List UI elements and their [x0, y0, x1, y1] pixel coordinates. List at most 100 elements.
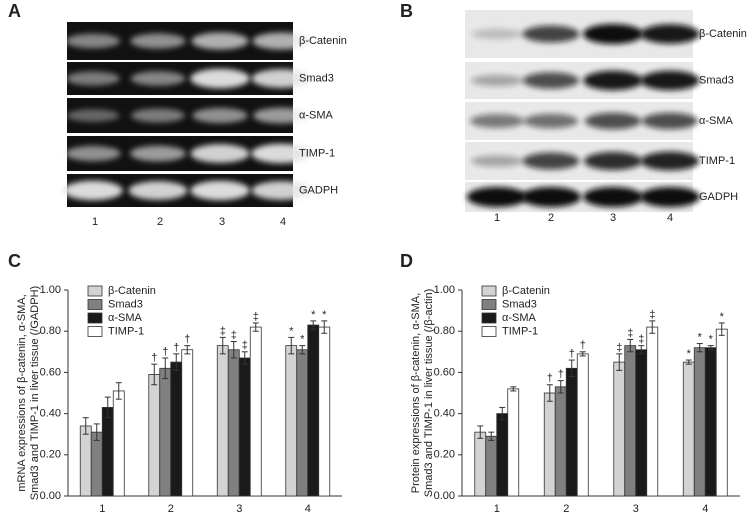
legend-swatch	[481, 285, 497, 297]
y-tick-label: 0.00	[434, 490, 455, 502]
legend-swatch	[481, 299, 497, 310]
error-bar	[288, 336, 295, 355]
panel-letter: B	[400, 1, 413, 21]
error-bar	[579, 351, 586, 357]
bar	[624, 345, 637, 497]
bar	[90, 431, 103, 497]
blot-band	[522, 25, 580, 43]
bar	[112, 390, 125, 497]
bar	[296, 349, 309, 497]
bar	[79, 425, 92, 497]
panel-letter: A	[8, 1, 21, 21]
y-tick-label: 0.00	[40, 490, 61, 502]
blot-band	[640, 151, 700, 171]
legend-label: Smad3	[502, 298, 537, 310]
lane-label: 3	[610, 212, 616, 224]
blot-band	[66, 109, 120, 122]
error-bar	[557, 380, 564, 394]
significance-marker: *	[300, 334, 305, 346]
significance-marker: †	[173, 342, 179, 354]
error-bar	[707, 345, 714, 351]
error-bar	[510, 386, 517, 392]
blot-band	[583, 151, 643, 171]
error-bar	[546, 384, 553, 402]
blot-band	[66, 71, 120, 86]
bar	[318, 326, 331, 497]
legend-label: β-Catenin	[502, 285, 550, 297]
blot-band	[251, 143, 311, 164]
bar	[635, 349, 648, 497]
legend-label: α-SMA	[502, 312, 537, 324]
significance-marker: †	[580, 340, 586, 352]
bar	[249, 326, 262, 497]
bar	[159, 367, 172, 497]
significance-marker: *	[698, 331, 703, 343]
blot-band	[130, 145, 186, 162]
y-axis-label-line: Smad3 and TIMP-1 in liver tissue (/β-act…	[423, 289, 435, 497]
bar	[496, 413, 509, 497]
blot-band	[467, 187, 527, 207]
y-axis-label-line: mRNA expressions of β-catenin, α-SMA,	[16, 294, 28, 491]
significance-marker: *	[687, 348, 692, 360]
legend-label: α-SMA	[108, 312, 143, 324]
significance-marker: ‡	[253, 311, 259, 323]
significance-marker: *	[720, 311, 725, 323]
error-bar	[477, 425, 484, 439]
blot-band	[190, 144, 250, 163]
x-tick-label: 4	[305, 503, 311, 514]
bar	[101, 407, 114, 497]
y-tick-label: 0.60	[434, 366, 455, 378]
blot-row-label: GADPH	[699, 191, 738, 203]
bar	[285, 345, 298, 497]
blot-row-label: Smad3	[699, 74, 734, 86]
lane-label: 1	[92, 216, 98, 228]
blot-row-label: β-Catenin	[299, 35, 347, 47]
bar	[543, 392, 556, 497]
y-tick-label: 0.40	[434, 408, 455, 420]
bar	[181, 349, 194, 497]
error-bar	[321, 320, 328, 334]
blot-band	[191, 32, 249, 50]
blot-band	[471, 74, 523, 87]
error-bar	[616, 353, 623, 371]
bar	[554, 386, 567, 497]
blot-band	[190, 180, 250, 201]
blot-band	[471, 155, 523, 167]
legend-label: β-Catenin	[108, 285, 156, 297]
significance-marker: ‡	[649, 309, 655, 321]
significance-marker: ‡	[638, 334, 644, 346]
legend-swatch	[87, 285, 103, 297]
error-bar	[718, 322, 725, 336]
blot-row-label: Smad3	[299, 72, 334, 84]
blot-band	[251, 69, 311, 88]
blot-band	[251, 181, 311, 200]
lane-label: 2	[157, 216, 163, 228]
blot-band	[192, 107, 248, 124]
error-bar	[638, 345, 645, 355]
legend-swatch	[87, 326, 103, 337]
panel-letter: D	[400, 251, 413, 271]
y-tick-label: 0.20	[434, 449, 455, 461]
y-axis-label: Protein expressions of β-catenin, α-SMA,…	[410, 289, 435, 497]
blot-band	[128, 181, 188, 200]
blot-band	[131, 108, 185, 123]
legend-swatch	[87, 312, 103, 324]
blot-band	[252, 32, 310, 50]
x-tick-label: 3	[633, 503, 639, 514]
blot-band	[130, 71, 186, 86]
lane-label: 3	[219, 216, 225, 228]
x-tick-label: 3	[236, 503, 242, 514]
error-bar	[184, 345, 191, 355]
blot-band	[65, 33, 121, 49]
bar	[693, 347, 706, 497]
blot-band	[641, 112, 699, 130]
blot-band	[471, 28, 523, 40]
blot-band	[253, 107, 309, 124]
lane-label: 4	[667, 212, 673, 224]
error-bar	[568, 359, 575, 378]
significance-marker: †	[184, 334, 190, 346]
legend-swatch	[481, 326, 497, 337]
bar	[238, 357, 251, 497]
y-axis-label-line: Protein expressions of β-catenin, α-SMA,	[410, 293, 422, 493]
error-bar	[685, 359, 692, 365]
